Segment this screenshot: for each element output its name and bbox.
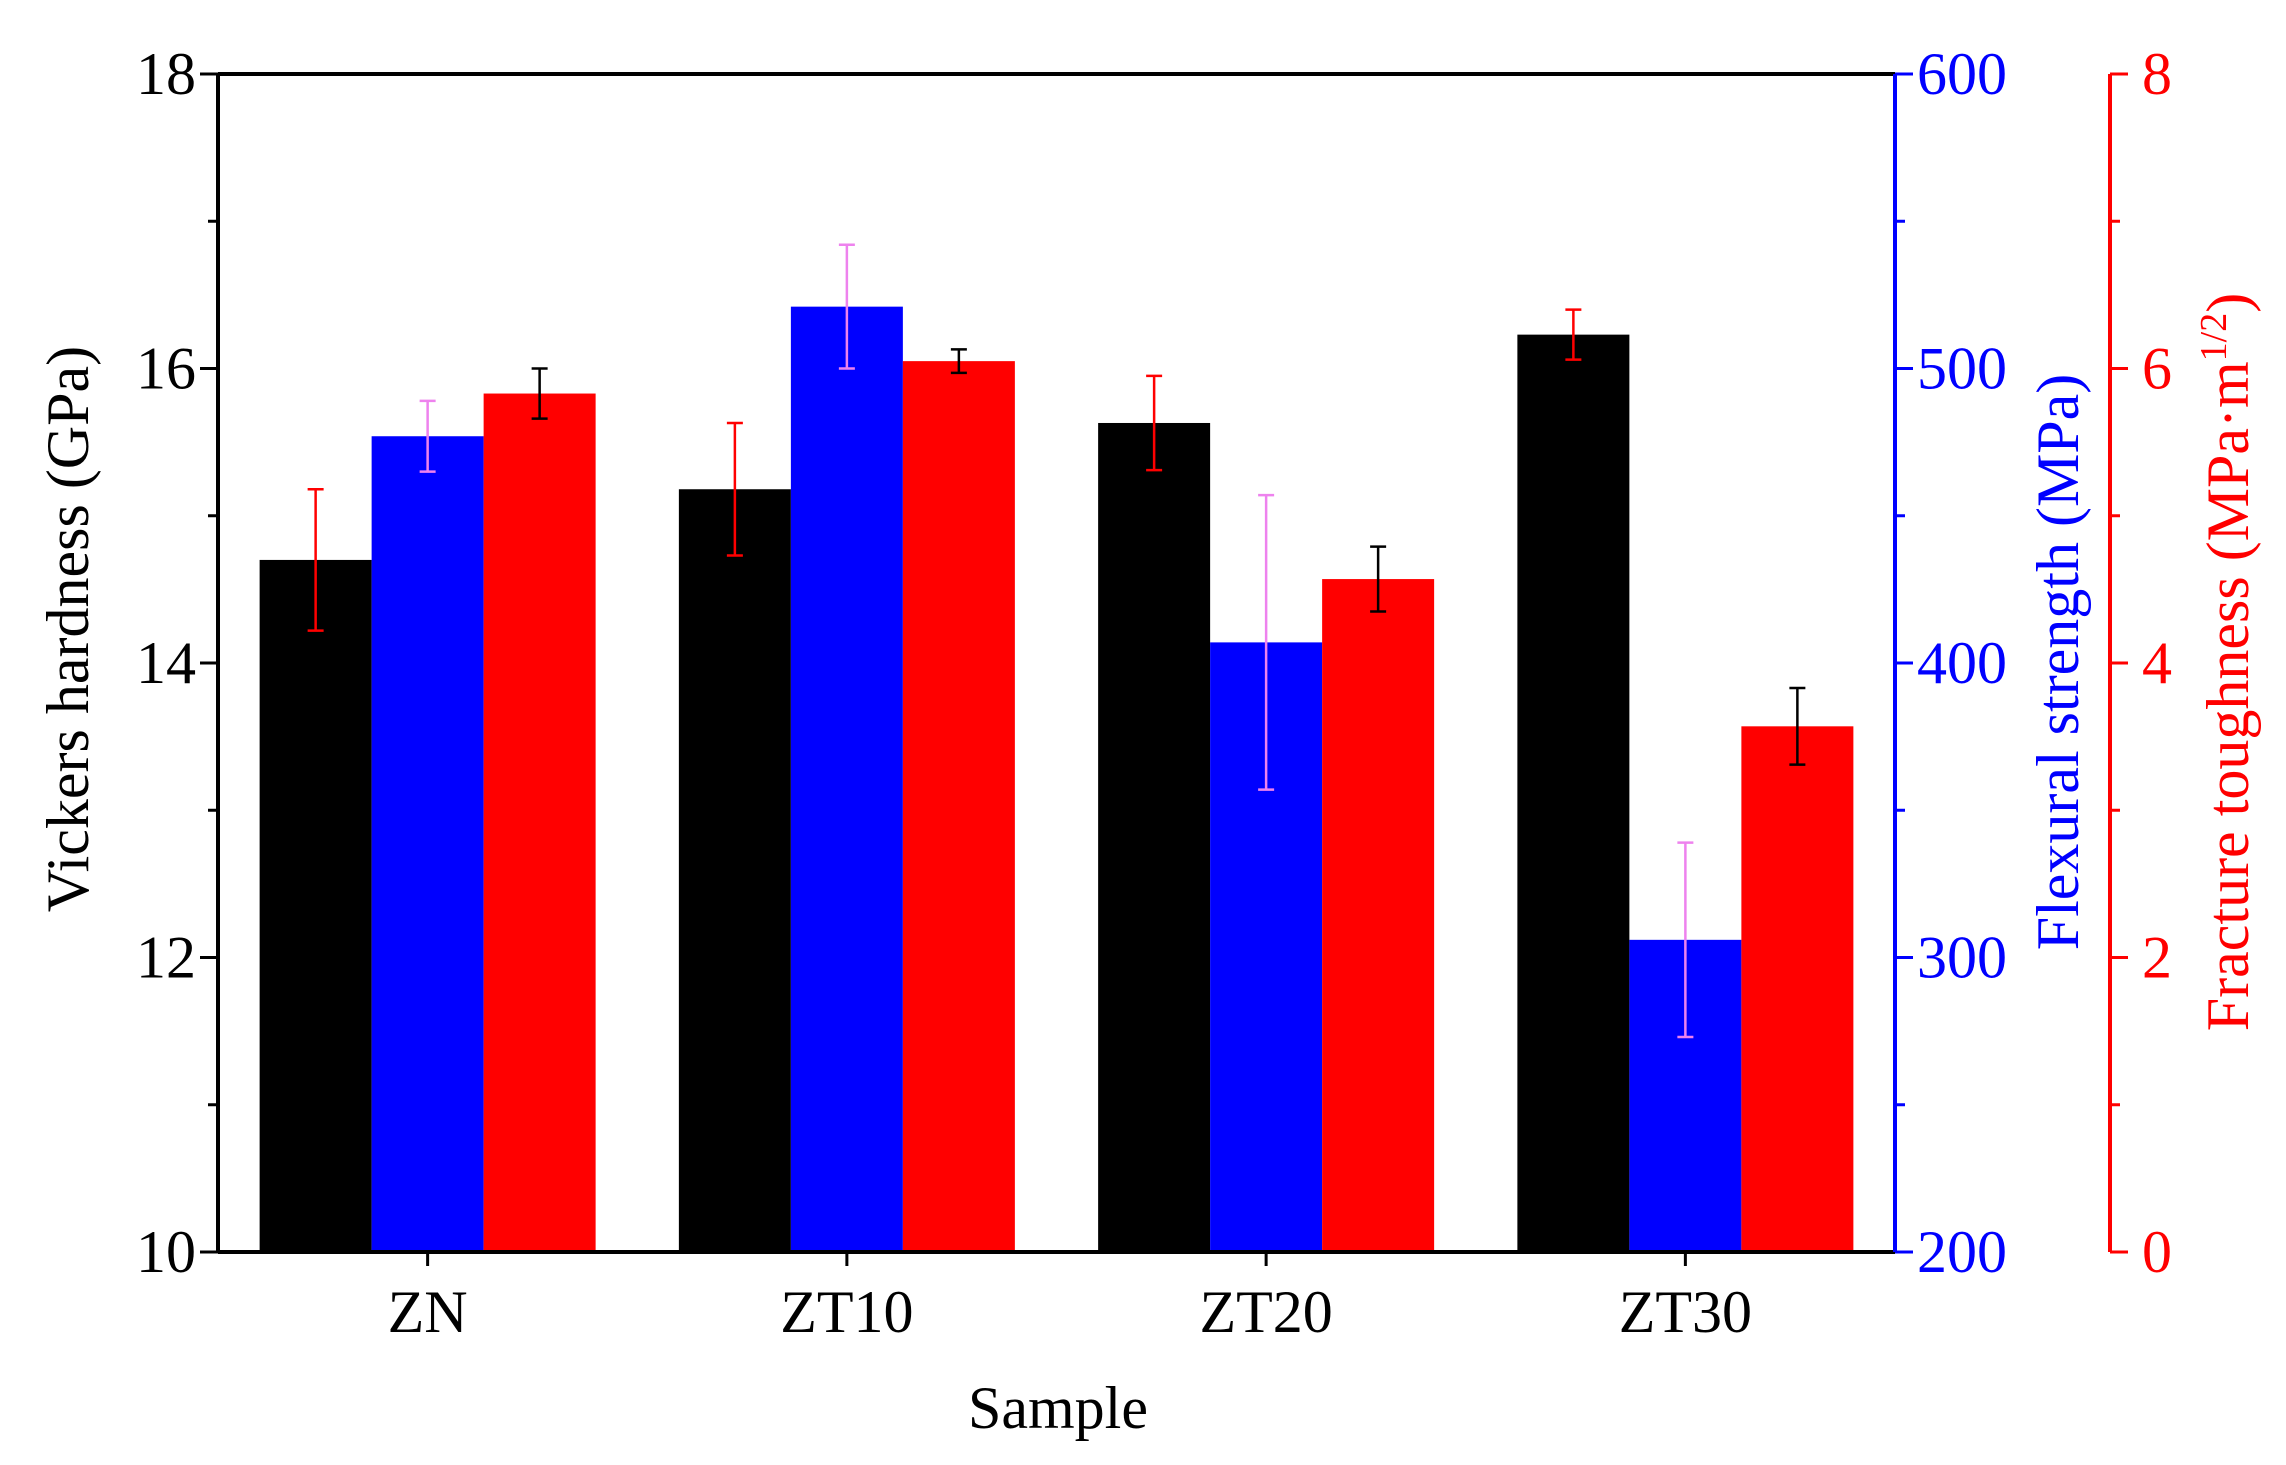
error-bar-zn-left <box>307 487 324 632</box>
error-bars-group <box>307 243 1806 1039</box>
error-bar-zt10-right1 <box>838 243 855 370</box>
bar-zn-right2 <box>483 393 596 1253</box>
bars-group <box>259 306 1854 1253</box>
y-tick-label-right2-2: 2 <box>2142 925 2172 991</box>
bar-zn-right1 <box>371 436 484 1252</box>
x-axis-title: Sample <box>968 1375 1148 1441</box>
y-tick-label-left-12: 12 <box>136 925 196 991</box>
y-tick-label-left-10: 10 <box>136 1219 196 1285</box>
y-tick-label-right2-4: 4 <box>2142 630 2172 696</box>
bar-zt30-left <box>1517 334 1630 1252</box>
bar-zt10-left <box>678 489 791 1252</box>
x-tick-label-zt30: ZT30 <box>1619 1279 1752 1345</box>
bar-zt30-right2 <box>1741 726 1854 1252</box>
y-axis-toughness-title-sup: 1/2 <box>2193 313 2235 362</box>
error-bar-zt20-left <box>1146 374 1163 472</box>
y-tick-label-right2-0: 0 <box>2142 1219 2172 1285</box>
y-tick-label-left-14: 14 <box>136 630 196 696</box>
x-tick-label-zt20: ZT20 <box>1199 1279 1332 1345</box>
axis-ticks-group: ZN ZT10 ZT20 ZT30 10 12 14 16 18 200 300 400 500 600 0… <box>136 41 2172 1345</box>
y-axis-left-title: Vickers hardness (GPa) <box>35 346 101 912</box>
y-tick-label-left-16: 16 <box>136 336 196 402</box>
bar-zt10-right2 <box>902 361 1015 1252</box>
y-tick-label-left-18: 18 <box>136 41 196 107</box>
y-tick-label-right1-500: 500 <box>1917 336 2007 402</box>
y-tick-label-right1-200: 200 <box>1917 1219 2007 1285</box>
y-axis-toughness-title-end: ) <box>2195 293 2261 313</box>
bar-zt20-left <box>1098 422 1211 1252</box>
x-tick-label-zn: ZN <box>388 1279 468 1345</box>
error-bar-zt10-right2 <box>950 348 967 375</box>
bar-zn-left <box>259 559 372 1252</box>
y-tick-label-right2-6: 6 <box>2142 336 2172 402</box>
error-bar-zn-right2 <box>531 367 548 420</box>
error-bar-zt30-right1 <box>1677 841 1694 1039</box>
error-bar-zt20-right1 <box>1258 493 1275 791</box>
y-tick-label-right1-300: 300 <box>1917 925 2007 991</box>
y-axis-toughness-title-main: Fracture toughness (MPa·m <box>2195 361 2261 1031</box>
error-bar-zt30-left <box>1565 308 1582 361</box>
error-bar-zt30-right2 <box>1789 686 1806 766</box>
x-tick-label-zt10: ZT10 <box>780 1279 913 1345</box>
error-bar-zn-right1 <box>419 399 436 473</box>
error-bar-zt10-left <box>726 421 743 557</box>
y-tick-label-right1-600: 600 <box>1917 41 2007 107</box>
bar-zt20-right2 <box>1322 579 1435 1252</box>
y-axis-flexural-title: Flexural strength (MPa) <box>2025 374 2091 951</box>
y-axis-toughness-title: Fracture toughness (MPa·m1/2) <box>2193 293 2261 1031</box>
y-tick-label-right2-8: 8 <box>2142 41 2172 107</box>
bar-zt10-right1 <box>790 306 903 1252</box>
y-tick-label-right1-400: 400 <box>1917 630 2007 696</box>
error-bar-zt20-right2 <box>1370 545 1387 613</box>
